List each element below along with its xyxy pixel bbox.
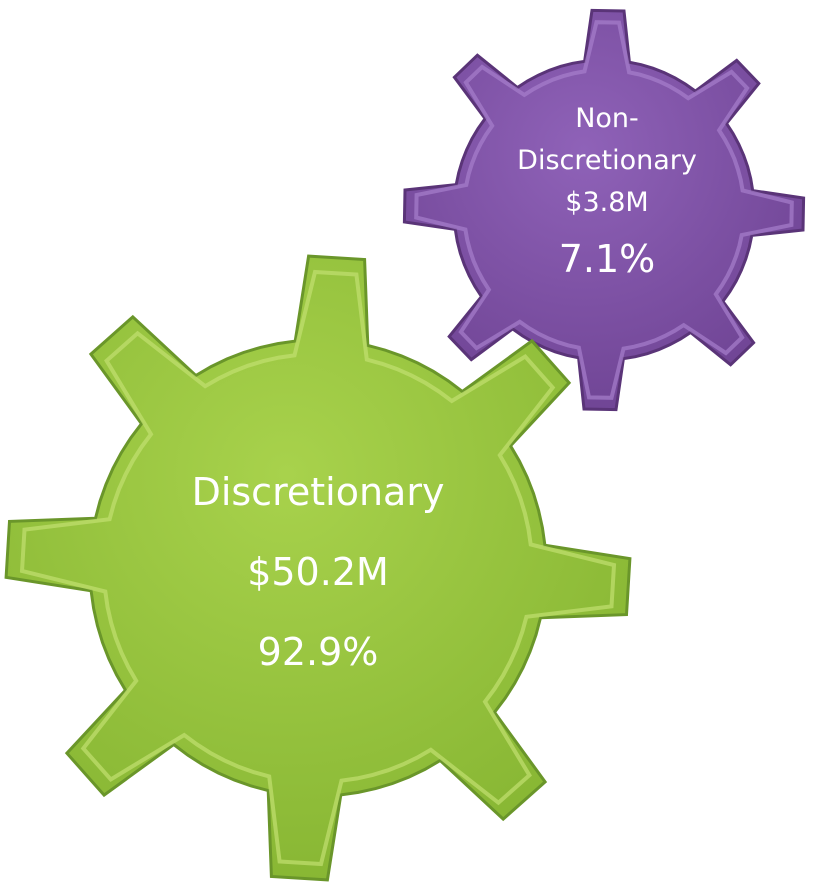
gear-bevel bbox=[414, 20, 794, 400]
gear-text: Discretionary $50.2M 92.9% bbox=[178, 452, 458, 692]
gear-text: Non-Discretionary $3.8M 7.1% bbox=[497, 98, 717, 294]
gear-label: Discretionary bbox=[191, 470, 445, 514]
gear-amount: $50.2M bbox=[247, 550, 389, 594]
gear-label: Non-Discretionary bbox=[517, 103, 697, 176]
gear bbox=[402, 8, 806, 412]
gear-bevel bbox=[19, 269, 617, 867]
gear-amount: $3.8M bbox=[565, 187, 649, 218]
gear-share: 7.1% bbox=[558, 237, 656, 281]
gear-share: 92.9% bbox=[257, 630, 379, 674]
gear bbox=[4, 254, 632, 882]
